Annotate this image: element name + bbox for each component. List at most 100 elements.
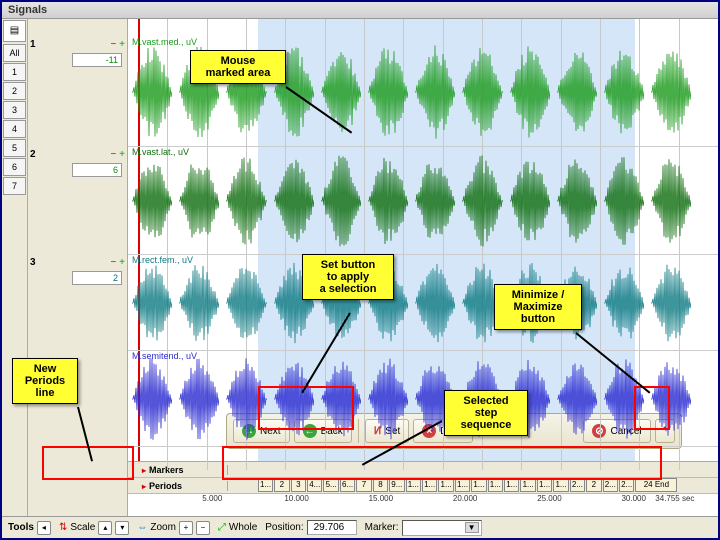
position-label: Position: [265, 522, 303, 533]
waveform-burst [321, 155, 361, 247]
waveform-burst [368, 155, 408, 247]
time-tick: 10.000 [284, 494, 308, 503]
marker-group: Marker: [365, 520, 482, 536]
position-group: Position: 29.706 [265, 520, 356, 535]
period-cell[interactable]: 5... [323, 478, 338, 492]
whole-group[interactable]: ⤢Whole [218, 522, 257, 533]
period-cell[interactable]: 1... [422, 478, 437, 492]
waveform-burst [604, 155, 644, 247]
channel-value-box[interactable]: 6 [72, 163, 122, 177]
waveform-burst [604, 358, 644, 440]
period-cell[interactable]: 1... [438, 478, 453, 492]
callout-minmax: Minimize /Maximizebutton [494, 284, 582, 330]
marker-select[interactable] [402, 520, 482, 536]
periods-row[interactable]: Periods 1...234...5...6...789...1...1...… [128, 478, 718, 494]
marker-label: Marker: [365, 522, 399, 533]
waveform-burst [321, 45, 361, 139]
time-tick: 25.000 [537, 494, 561, 503]
channel-header: 3− + [28, 255, 127, 270]
channel-value-box[interactable]: -11 [72, 53, 122, 67]
left-btn-4[interactable]: 4 [3, 120, 26, 138]
time-total: 34.755 sec [655, 494, 694, 503]
time-tick: 15.000 [369, 494, 393, 503]
waveform-burst [415, 155, 455, 247]
callout-set-button: Set buttonto applya selection [302, 254, 394, 300]
left-btn-7[interactable]: 7 [3, 177, 26, 195]
left-btn-2[interactable]: 2 [3, 82, 26, 100]
statusbar: Tools ◂ ⇅Scale ▴ ▾ ⇔Zoom + − ⤢Whole Posi… [2, 516, 718, 538]
scale-label: Scale [70, 522, 95, 533]
scale-group: ⇅Scale ▴ ▾ [59, 521, 129, 535]
window-title: Signals [8, 4, 47, 16]
waveform-burst [557, 45, 597, 139]
period-cell[interactable]: 8 [373, 478, 388, 492]
periods-label: Periods [128, 481, 228, 491]
waveform-burst [132, 358, 172, 440]
channel-value-box[interactable]: 2 [72, 271, 122, 285]
period-cell[interactable]: 3 [291, 478, 306, 492]
period-cell[interactable]: 1... [520, 478, 535, 492]
waveform-burst [132, 262, 172, 344]
waveform-burst [415, 262, 455, 344]
period-cell[interactable]: 1... [471, 478, 486, 492]
period-cell[interactable]: 9... [389, 478, 404, 492]
period-cell[interactable]: 1... [406, 478, 421, 492]
waveform-burst [462, 45, 502, 139]
left-btn-5[interactable]: 5 [3, 139, 26, 157]
zoom-label: Zoom [150, 522, 176, 533]
period-cell[interactable]: 4... [307, 478, 322, 492]
plot-area[interactable]: →Next ←Back ⵍSet ×Del... ⊘Cancel ⌃ Marke… [128, 19, 718, 516]
time-axis: 5.00010.00015.00020.00025.00030.00034.75… [128, 494, 718, 508]
period-cell[interactable]: 2... [603, 478, 618, 492]
waveform-burst [226, 155, 266, 247]
period-cell[interactable]: 1... [488, 478, 503, 492]
waveform-burst [651, 45, 691, 139]
callout-mouse-area: Mousemarked area [190, 50, 286, 84]
sheets-icon[interactable]: ▤ [3, 20, 26, 42]
zoom-group: ⇔Zoom + − [137, 521, 210, 535]
waveform-burst [179, 358, 219, 440]
channel-header: 1− + [28, 37, 127, 52]
waveform-burst [651, 262, 691, 344]
position-value[interactable]: 29.706 [307, 520, 357, 535]
left-btn-3[interactable]: 3 [3, 101, 26, 119]
markers-label: Markers [128, 465, 228, 475]
left-nav: ▤ All1234567 [2, 19, 28, 516]
time-tick: 20.000 [453, 494, 477, 503]
period-cell[interactable]: 2... [570, 478, 585, 492]
waveform-burst [226, 358, 266, 440]
period-cell[interactable]: 7 [356, 478, 371, 492]
scale-up-icon[interactable]: ▴ [98, 521, 112, 535]
left-btn-6[interactable]: 6 [3, 158, 26, 176]
waveform-burst [557, 155, 597, 247]
waveform-burst [510, 155, 550, 247]
waveform-burst [368, 358, 408, 440]
period-cell[interactable]: 6... [340, 478, 355, 492]
waveform-burst [274, 358, 314, 440]
waveform-burst [651, 358, 691, 440]
period-cell[interactable]: 1... [258, 478, 273, 492]
period-cell[interactable]: 1... [537, 478, 552, 492]
waveform-burst [321, 358, 361, 440]
waveform-burst [274, 155, 314, 247]
zoom-in-icon[interactable]: + [179, 521, 193, 535]
callout-new-periods: NewPeriodsline [12, 358, 78, 404]
scale-down-icon[interactable]: ▾ [115, 521, 129, 535]
waveform-burst [368, 45, 408, 139]
period-cell[interactable]: 1... [455, 478, 470, 492]
left-btn-all[interactable]: All [3, 44, 26, 62]
waveform-burst [179, 155, 219, 247]
tools-collapse-icon[interactable]: ◂ [37, 521, 51, 535]
period-cell[interactable]: 2... [619, 478, 634, 492]
period-cell[interactable]: 1... [553, 478, 568, 492]
left-btn-1[interactable]: 1 [3, 63, 26, 81]
period-cell[interactable]: 2 [274, 478, 289, 492]
zoom-out-icon[interactable]: − [196, 521, 210, 535]
period-cell[interactable]: 2 [586, 478, 601, 492]
tools-label: Tools [8, 522, 34, 533]
markers-row[interactable]: Markers [128, 462, 718, 478]
period-cell[interactable]: 1... [504, 478, 519, 492]
period-end-cell[interactable]: 24 End [635, 478, 677, 492]
time-tick: 30.000 [621, 494, 645, 503]
waveform-burst [604, 262, 644, 344]
